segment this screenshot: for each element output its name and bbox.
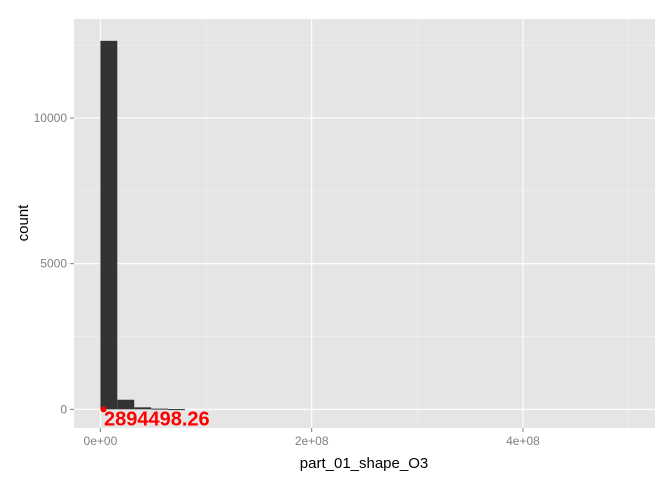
y-axis-title: count [15,204,32,242]
histogram-bar [134,407,152,410]
minor-gridlines [74,19,655,428]
x-axis-title: part_01_shape_O3 [300,455,428,472]
histogram-bar [168,409,185,411]
plot-panel [74,19,655,428]
x-tick-label: 4e+08 [506,434,540,448]
x-axis-ticks: 0e+00 2e+08 4e+08 [84,428,540,448]
x-tick-label: 2e+08 [295,434,329,448]
y-tick-label: 0 [60,402,67,416]
x-tick-label: 0e+00 [84,434,118,448]
histogram-bars [100,40,185,411]
y-tick-label: 5000 [40,257,67,271]
histogram-bar [100,40,118,410]
annotation-group: 2894498.26 [100,406,210,430]
y-tick-label: 10000 [34,111,68,125]
annotation-label: 2894498.26 [104,408,210,430]
annotation-point [100,406,107,413]
y-axis-ticks: 0 5000 10000 [34,111,74,416]
histogram-bar [117,399,135,410]
histogram-bar [151,408,169,410]
